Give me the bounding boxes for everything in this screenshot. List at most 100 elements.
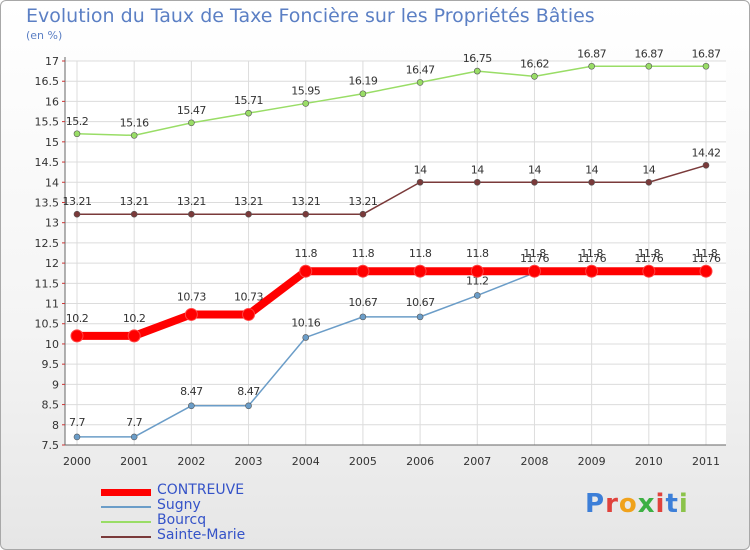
data-label-contreuve: 11.8 — [523, 247, 546, 260]
y-tick-label: 17 — [45, 55, 59, 68]
data-label-bourcq: 15.16 — [120, 116, 149, 129]
legend-label-contreuve: CONTREUVE — [157, 482, 245, 498]
series-line-sainte-marie — [76, 164, 707, 215]
data-label-bourcq: 15.95 — [291, 84, 320, 97]
x-tick-label: 2006 — [406, 455, 434, 468]
data-label-bourcq: 15.2 — [66, 115, 89, 128]
x-tick-label: 2008 — [520, 455, 548, 468]
data-label-contreuve: 10.2 — [66, 312, 89, 325]
y-tick-label: 8.5 — [42, 399, 60, 412]
x-tick-label: 2003 — [235, 455, 263, 468]
data-point-sainte-marie — [245, 210, 252, 218]
y-tick-label: 11.5 — [35, 277, 60, 290]
data-label-contreuve: 11.8 — [695, 247, 718, 260]
data-label-bourcq: 15.47 — [177, 104, 206, 117]
data-point-sugny — [188, 402, 195, 410]
y-tick-label: 14 — [45, 176, 59, 189]
data-label-contreuve: 11.8 — [580, 247, 603, 260]
data-label-bourcq: 16.19 — [348, 75, 377, 88]
data-label-contreuve: 11.8 — [409, 247, 432, 260]
data-point-bourcq — [473, 67, 481, 75]
data-point-sainte-marie — [645, 178, 653, 186]
data-point-contreuve — [585, 264, 599, 278]
data-point-sainte-marie — [73, 210, 81, 218]
data-label-sugny: 10.67 — [348, 296, 377, 309]
legend-label-sugny: Sugny — [157, 497, 201, 513]
y-tick-label: 16 — [45, 95, 59, 108]
y-tick-label: 15 — [45, 136, 59, 149]
data-point-sugny — [302, 334, 310, 341]
data-label-sugny: 8.47 — [180, 385, 203, 398]
data-point-sugny — [73, 433, 81, 441]
series-line-contreuve — [73, 267, 710, 340]
data-point-bourcq — [130, 132, 138, 139]
series-line-bourcq — [76, 65, 707, 137]
data-point-bourcq — [245, 109, 252, 117]
y-tick-label: 11 — [45, 298, 59, 311]
data-label-sainte-marie: 13.21 — [234, 195, 263, 208]
data-label-sainte-marie: 14 — [642, 163, 655, 176]
legend-swatch-contreuve — [101, 488, 151, 496]
y-tick-label: 8 — [52, 419, 59, 432]
x-tick-label: 2007 — [463, 455, 491, 468]
data-point-contreuve — [699, 264, 713, 278]
y-tick-label: 14.5 — [35, 156, 60, 169]
data-point-sugny — [245, 402, 252, 410]
x-tick-label: 2004 — [292, 455, 320, 468]
y-tick-label: 10.5 — [35, 318, 60, 331]
data-label-contreuve: 11.8 — [294, 247, 317, 260]
data-point-bourcq — [416, 79, 424, 86]
data-point-contreuve — [127, 329, 141, 343]
data-label-sugny: 10.16 — [291, 316, 320, 329]
data-label-sainte-marie: 13.21 — [348, 195, 377, 208]
x-tick-label: 2002 — [177, 455, 205, 468]
data-label-sainte-marie: 13.21 — [177, 195, 206, 208]
data-label-bourcq: 16.47 — [406, 63, 435, 76]
data-label-sainte-marie: 13.21 — [291, 195, 320, 208]
data-point-sainte-marie — [702, 161, 710, 169]
data-label-sugny: 11.76 — [634, 252, 663, 265]
data-point-bourcq — [302, 100, 310, 107]
y-tick-label: 15.5 — [35, 116, 60, 129]
data-label-bourcq: 16.75 — [463, 52, 492, 65]
chart-subtitle: (en %) — [26, 29, 63, 42]
data-label-bourcq: 16.87 — [634, 47, 663, 60]
x-tick-label: 2010 — [635, 455, 663, 468]
data-label-bourcq: 16.87 — [577, 47, 606, 60]
data-point-contreuve — [527, 264, 541, 278]
data-label-sainte-marie: 14.42 — [692, 146, 721, 159]
data-point-sainte-marie — [302, 210, 310, 218]
data-point-bourcq — [73, 130, 81, 138]
data-point-sainte-marie — [588, 178, 595, 186]
x-tick-label: 2005 — [349, 455, 377, 468]
data-point-sainte-marie — [416, 178, 424, 186]
data-label-sugny: 7.7 — [126, 416, 142, 429]
data-label-sainte-marie: 14 — [414, 163, 427, 176]
data-point-sainte-marie — [359, 210, 367, 218]
data-point-bourcq — [531, 73, 538, 80]
data-label-sainte-marie: 14 — [528, 163, 541, 176]
y-tick-label: 9 — [52, 378, 59, 391]
data-label-bourcq: 16.62 — [520, 57, 549, 70]
data-label-sugny: 7.7 — [69, 416, 85, 429]
data-point-bourcq — [359, 90, 367, 98]
data-label-sugny: 11.76 — [520, 252, 549, 265]
data-point-bourcq — [702, 62, 710, 70]
y-tick-label: 16.5 — [35, 75, 60, 88]
data-point-sugny — [473, 292, 481, 299]
y-tick-label: 10 — [45, 338, 59, 351]
legend-label-sainte-marie: Sainte-Marie — [157, 527, 246, 543]
data-point-contreuve — [413, 264, 427, 278]
legend-swatch-sainte-marie — [101, 536, 151, 538]
legend-label-bourcq: Bourcq — [157, 512, 207, 528]
data-label-sugny: 10.67 — [406, 296, 435, 309]
data-label-contreuve: 11.8 — [352, 247, 375, 260]
data-point-contreuve — [470, 264, 484, 278]
y-tick-label: 7.5 — [42, 439, 60, 452]
data-point-contreuve — [70, 329, 84, 343]
data-label-contreuve: 11.8 — [638, 247, 661, 260]
data-point-bourcq — [188, 119, 195, 127]
x-tick-label: 2011 — [692, 455, 720, 468]
proxiti-logo: Proxiti — [585, 489, 689, 519]
